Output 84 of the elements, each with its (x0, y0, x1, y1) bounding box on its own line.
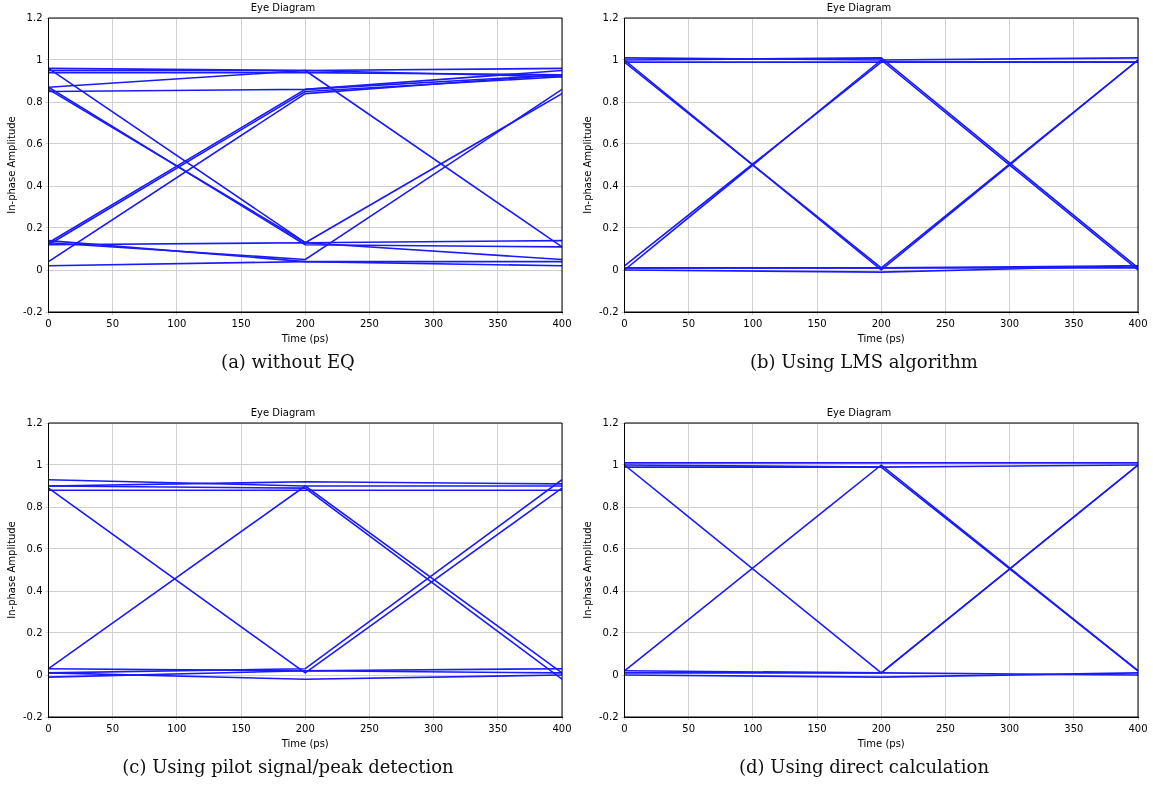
x-axis-title: Time (ps) (856, 737, 905, 749)
x-axis-title: Time (ps) (856, 332, 905, 344)
x-tick-label: 300 (424, 722, 444, 734)
x-tick-label: 100 (167, 317, 187, 329)
y-tick-label: -0.2 (599, 710, 619, 722)
x-tick-label: 350 (488, 722, 508, 734)
x-tick-label: 200 (295, 722, 315, 734)
y-tick-label: -0.2 (23, 305, 43, 317)
y-tick-label: 0 (36, 263, 43, 275)
x-tick-label: 350 (1064, 317, 1084, 329)
x-tick-label: 250 (935, 722, 955, 734)
y-tick-label: 0.6 (602, 137, 619, 149)
y-tick-label: 0.4 (26, 584, 43, 596)
y-tick-label: 0 (612, 668, 619, 680)
y-axis-title: In-phase Amplitude (5, 521, 17, 619)
y-tick-label: 0.6 (26, 542, 43, 554)
y-tick-label: 0.8 (26, 95, 43, 107)
x-tick-label: 150 (807, 722, 827, 734)
x-tick-label: 250 (359, 722, 379, 734)
y-tick-label: -0.2 (23, 710, 43, 722)
x-tick-label: 250 (935, 317, 955, 329)
y-tick-label: 1 (36, 53, 43, 65)
y-tick-label: 0 (612, 263, 619, 275)
y-tick-label: 0.6 (602, 542, 619, 554)
chart-title: Eye Diagram (250, 1, 316, 13)
chart-title: Eye Diagram (250, 406, 316, 418)
text: (d) Using direct calculation (738, 756, 990, 777)
x-tick-label: 150 (231, 722, 251, 734)
y-tick-label: 1.2 (602, 416, 619, 428)
y-tick-label: 0.4 (602, 179, 619, 191)
x-tick-label: 300 (1000, 722, 1020, 734)
x-tick-label: 50 (682, 722, 696, 734)
x-tick-label: 400 (1128, 317, 1148, 329)
y-axis-title: In-phase Amplitude (581, 521, 593, 619)
y-tick-label: 0.4 (602, 584, 619, 596)
x-tick-label: 350 (1064, 722, 1084, 734)
y-tick-label: 0.2 (26, 626, 43, 638)
x-tick-label: 150 (807, 317, 827, 329)
y-tick-label: 0.8 (602, 95, 619, 107)
x-axis-title: Time (ps) (280, 737, 329, 749)
chart-title: Eye Diagram (826, 406, 892, 418)
x-tick-label: 0 (45, 317, 52, 329)
y-tick-label: 0 (36, 668, 43, 680)
x-tick-label: 200 (295, 317, 315, 329)
x-tick-label: 50 (106, 317, 120, 329)
text: (c) Using pilot signal/peak detection (121, 756, 455, 777)
x-tick-label: 400 (552, 317, 572, 329)
y-tick-label: 0.2 (26, 221, 43, 233)
x-tick-label: 100 (167, 722, 187, 734)
y-tick-label: 0.8 (602, 500, 619, 512)
y-tick-label: 0.2 (602, 221, 619, 233)
x-tick-label: 250 (359, 317, 379, 329)
x-tick-label: 200 (871, 722, 891, 734)
y-tick-label: 1.2 (26, 416, 43, 428)
text: (a) without EQ (220, 351, 356, 372)
y-tick-label: 0.4 (26, 179, 43, 191)
x-tick-label: 200 (871, 317, 891, 329)
y-axis-title: In-phase Amplitude (5, 116, 17, 214)
y-tick-label: 1 (36, 458, 43, 470)
x-tick-label: 100 (743, 722, 763, 734)
y-tick-label: -0.2 (599, 305, 619, 317)
x-tick-label: 0 (621, 317, 628, 329)
y-tick-label: 0.2 (602, 626, 619, 638)
chart-title: Eye Diagram (826, 1, 892, 13)
y-tick-label: 1.2 (602, 11, 619, 23)
x-tick-label: 400 (552, 722, 572, 734)
y-tick-label: 0.8 (26, 500, 43, 512)
x-tick-label: 0 (621, 722, 628, 734)
y-axis-title: In-phase Amplitude (581, 116, 593, 214)
y-tick-label: 1 (612, 53, 619, 65)
x-tick-label: 50 (682, 317, 696, 329)
y-tick-label: 1 (612, 458, 619, 470)
y-tick-label: 0.6 (26, 137, 43, 149)
x-tick-label: 400 (1128, 722, 1148, 734)
y-tick-label: 1.2 (26, 11, 43, 23)
x-tick-label: 300 (424, 317, 444, 329)
x-tick-label: 50 (106, 722, 120, 734)
x-tick-label: 100 (743, 317, 763, 329)
text: (b) Using LMS algorithm (749, 351, 979, 372)
x-tick-label: 150 (231, 317, 251, 329)
x-tick-label: 350 (488, 317, 508, 329)
x-axis-title: Time (ps) (280, 332, 329, 344)
x-tick-label: 300 (1000, 317, 1020, 329)
x-tick-label: 0 (45, 722, 52, 734)
